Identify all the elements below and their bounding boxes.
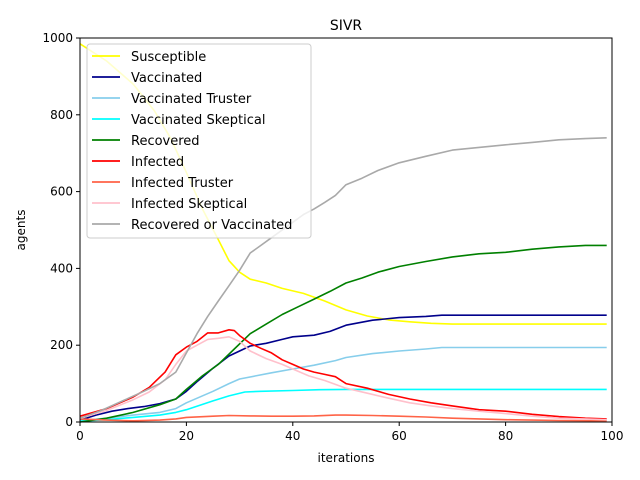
- legend-label: Infected Truster: [131, 176, 234, 191]
- y-tick-label: 1000: [42, 31, 73, 45]
- chart-title: SIVR: [330, 18, 363, 34]
- y-tick-label: 800: [50, 108, 73, 122]
- series-line-1: [79, 314, 607, 421]
- legend-label: Infected Skeptical: [131, 197, 247, 212]
- x-tick-label: 0: [76, 429, 84, 443]
- series-line-6: [79, 414, 607, 422]
- y-tick-label: 600: [50, 185, 73, 199]
- y-tick-label: 200: [50, 338, 73, 352]
- x-tick-label: 20: [179, 429, 194, 443]
- series-line-7: [79, 335, 607, 421]
- x-tick-label: 80: [498, 429, 513, 443]
- x-tick-label: 100: [601, 429, 624, 443]
- legend: Susceptible Vaccinated Vaccinated Truster V…: [86, 43, 312, 239]
- legend-label: Vaccinated: [131, 71, 202, 86]
- legend-label: Infected: [131, 155, 184, 170]
- plot-frame: [79, 37, 613, 423]
- legend-label: Recovered: [131, 134, 200, 149]
- legend-label: Recovered or Vaccinated: [131, 218, 292, 233]
- y-axis-ticks: 0 200 400 600 800 1000: [42, 31, 80, 429]
- y-axis-label: agents: [14, 210, 28, 251]
- series-line-5: [79, 328, 607, 420]
- series-line-2: [79, 346, 607, 422]
- series-line-3: [79, 388, 607, 422]
- legend-label: Susceptible: [131, 50, 206, 65]
- x-axis-label: iterations: [318, 451, 375, 465]
- x-tick-label: 60: [392, 429, 407, 443]
- series-line-4: [79, 244, 607, 423]
- legend-label: Vaccinated Skeptical: [131, 113, 265, 128]
- legend-label: Vaccinated Truster: [131, 92, 252, 107]
- y-tick-label: 400: [50, 261, 73, 275]
- x-tick-label: 40: [285, 429, 300, 443]
- legend-box: [86, 43, 312, 239]
- y-tick-label: 0: [65, 415, 73, 429]
- x-axis-ticks: 0 20 40 60 80 100: [76, 422, 623, 443]
